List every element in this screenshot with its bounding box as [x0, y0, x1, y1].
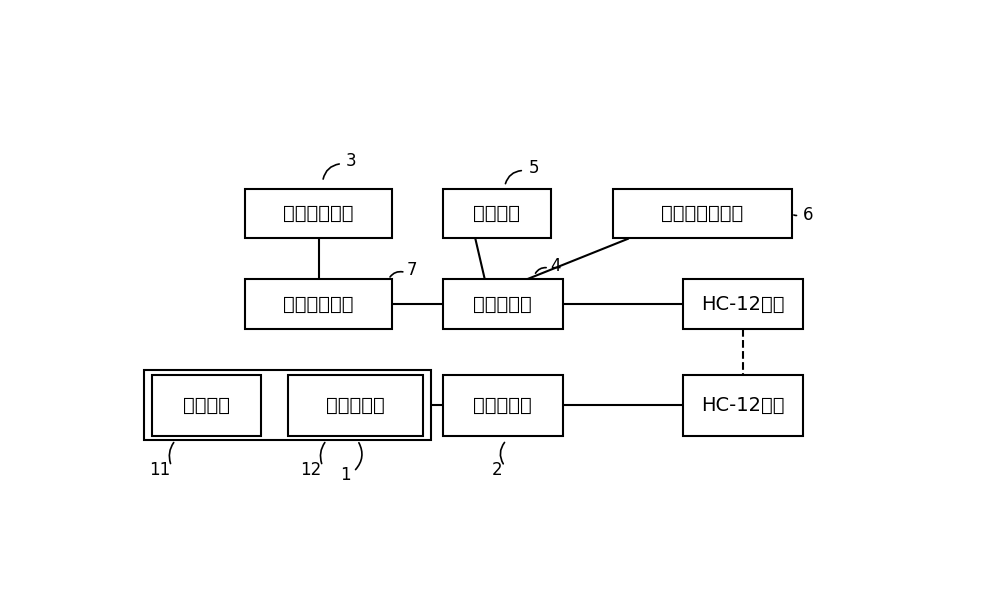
Bar — [288, 375, 423, 436]
Text: 4: 4 — [550, 257, 560, 274]
Text: 7: 7 — [406, 262, 417, 279]
Text: 1: 1 — [341, 466, 351, 484]
Text: 12: 12 — [300, 461, 322, 479]
Text: 3: 3 — [346, 153, 357, 170]
Text: HC-12模块: HC-12模块 — [701, 396, 785, 415]
Bar — [144, 370, 431, 441]
Text: 张力测量模块: 张力测量模块 — [284, 204, 354, 223]
Bar — [443, 188, 551, 239]
Text: 工装结构: 工装结构 — [183, 396, 230, 415]
Bar — [613, 188, 792, 239]
Text: 2: 2 — [492, 461, 502, 479]
Text: 主控制模块: 主控制模块 — [473, 294, 532, 314]
Text: 角度传感器: 角度传感器 — [326, 396, 385, 415]
Text: 11: 11 — [149, 461, 170, 479]
Bar — [245, 279, 392, 329]
Bar — [152, 375, 261, 436]
Bar — [443, 279, 563, 329]
Text: 显示模块: 显示模块 — [474, 204, 520, 223]
Text: 从控制模块: 从控制模块 — [473, 396, 532, 415]
Bar — [443, 375, 563, 436]
Text: 5: 5 — [529, 159, 539, 177]
Text: HC-12模块: HC-12模块 — [701, 294, 785, 314]
Bar — [683, 375, 803, 436]
Text: 声光报警器模块: 声光报警器模块 — [661, 204, 744, 223]
Text: 6: 6 — [803, 206, 814, 224]
Bar — [683, 279, 803, 329]
Bar — [245, 188, 392, 239]
Text: 数模转换芯片: 数模转换芯片 — [284, 294, 354, 314]
